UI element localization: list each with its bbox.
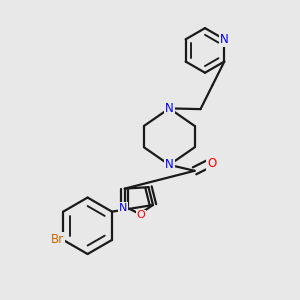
Text: N: N xyxy=(165,102,174,115)
Text: O: O xyxy=(137,210,146,220)
Text: Br: Br xyxy=(51,233,64,246)
Text: O: O xyxy=(207,157,216,170)
Text: N: N xyxy=(220,33,229,46)
Text: N: N xyxy=(165,158,174,171)
Text: N: N xyxy=(119,203,128,213)
